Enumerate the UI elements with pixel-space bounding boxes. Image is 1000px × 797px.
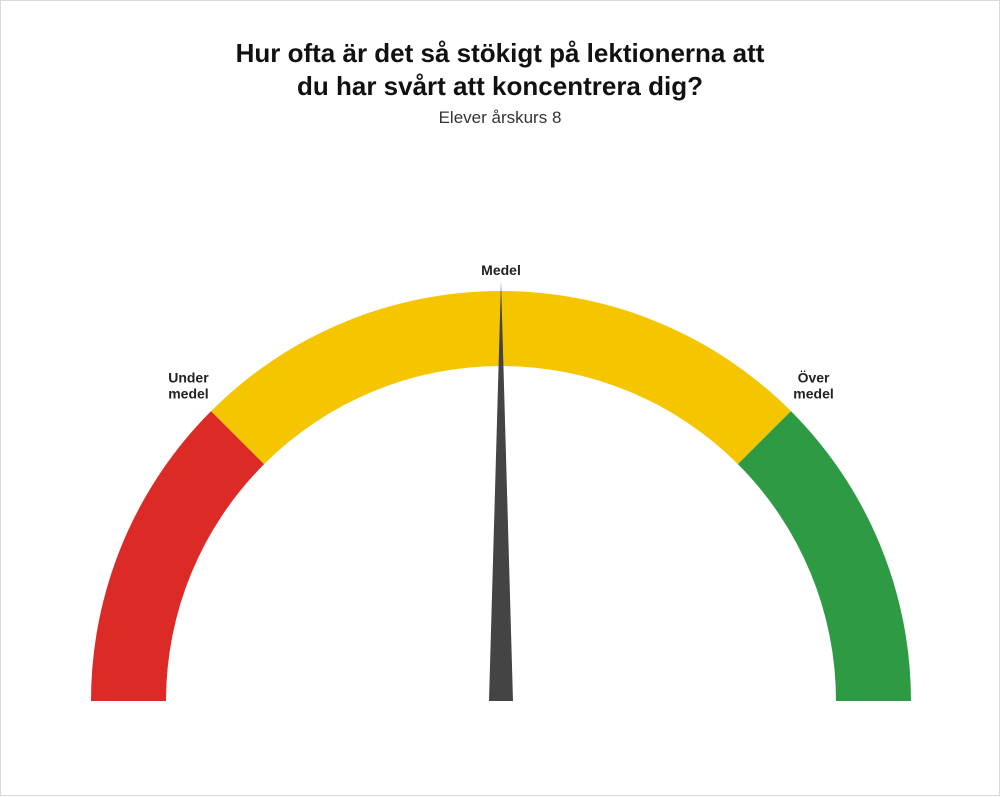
gauge-label-over-medel: Övermedel [793, 369, 833, 401]
gauge-label-medel: Medel [481, 262, 521, 278]
gauge-chart: Undermedel Medel Övermedel [1, 1, 1000, 797]
chart-frame: Hur ofta är det så stökigt på lektionern… [0, 0, 1000, 796]
gauge-label-under-medel: Undermedel [168, 369, 209, 401]
gauge-segment [738, 411, 911, 701]
gauge-segment [91, 411, 264, 701]
